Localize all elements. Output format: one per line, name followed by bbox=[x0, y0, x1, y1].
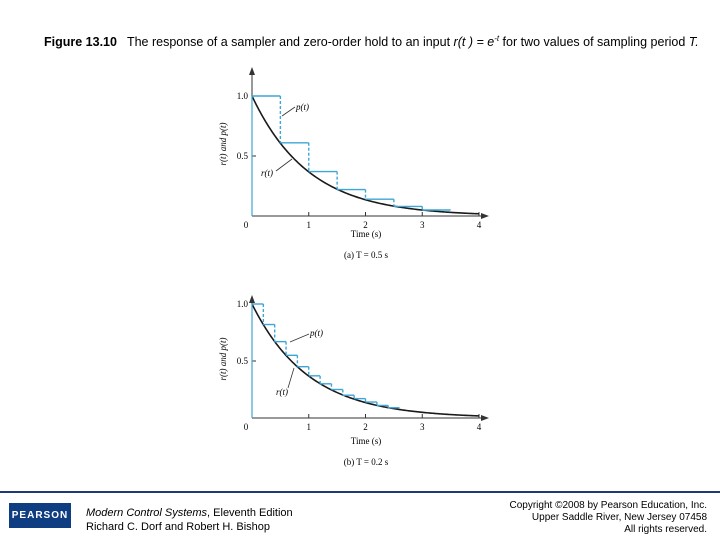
book-authors: Richard C. Dorf and Robert H. Bishop bbox=[86, 521, 271, 533]
pearson-logo: PEARSON bbox=[9, 503, 71, 528]
x-tick-label: 2 bbox=[363, 422, 368, 432]
x-tick-label: 0 bbox=[244, 220, 249, 230]
p-t-staircase bbox=[251, 95, 451, 216]
book-title: Modern Control Systems bbox=[86, 507, 208, 519]
caption-period: T. bbox=[688, 35, 699, 50]
r-t-pointer bbox=[275, 158, 293, 172]
panel-caption-b: (b) T = 0.2 s bbox=[344, 457, 389, 467]
copyright-line-1: Copyright ©2008 by Pearson Education, In… bbox=[509, 500, 708, 511]
x-tick-label: 1 bbox=[307, 422, 312, 432]
chart-panel-b: 0 1 2 3 4 0.5 1.0 p(t) r(t) Time (s) r(t) and… bbox=[218, 295, 489, 467]
r-t-pointer bbox=[287, 367, 295, 389]
y-tick-label: 0.5 bbox=[237, 356, 249, 366]
x-tick-label: 3 bbox=[420, 220, 425, 230]
x-tick-label: 0 bbox=[244, 422, 249, 432]
y-tick-label: 1.0 bbox=[237, 91, 249, 101]
x-tick-label: 4 bbox=[477, 422, 482, 432]
x-axis-arrow bbox=[481, 213, 489, 219]
copyright-line-3: All rights reserved. bbox=[624, 524, 707, 535]
r-t-label: r(t) bbox=[261, 168, 273, 178]
y-axis-label: r(t) and p(t) bbox=[218, 338, 228, 381]
copyright-line-2: Upper Saddle River, New Jersey 07458 bbox=[531, 512, 707, 523]
x-axis-label: Time (s) bbox=[351, 229, 381, 239]
copyright-notice: Copyright ©2008 by Pearson Education, In… bbox=[510, 500, 708, 536]
footer-divider bbox=[0, 491, 720, 493]
y-tick-label: 0.5 bbox=[237, 151, 249, 161]
p-t-pointer bbox=[281, 106, 296, 117]
caption-text-2: for two values of sampling period bbox=[499, 35, 689, 50]
p-t-label: p(t) bbox=[295, 102, 309, 112]
x-axis-label: Time (s) bbox=[351, 436, 381, 446]
y-tick-label: 1.0 bbox=[237, 299, 249, 309]
book-info: Modern Control Systems, Eleventh Edition… bbox=[86, 506, 293, 534]
x-tick-label: 3 bbox=[420, 422, 425, 432]
x-tick-label: 2 bbox=[363, 220, 368, 230]
caption-text: The response of a sampler and zero-order… bbox=[126, 35, 454, 50]
p-t-staircase bbox=[251, 303, 400, 418]
y-axis-arrow bbox=[249, 67, 255, 75]
x-axis-arrow bbox=[481, 415, 489, 421]
p-t-pointer bbox=[289, 333, 310, 343]
panel-caption-a: (a) T = 0.5 s bbox=[344, 250, 388, 260]
caption-exponent: -t bbox=[494, 34, 500, 43]
r-t-label: r(t) bbox=[276, 387, 288, 397]
figure-caption: Figure 13.10 The response of a sampler an… bbox=[44, 34, 699, 49]
y-axis-label: r(t) and p(t) bbox=[218, 123, 228, 166]
figure-label: Figure 13.10 bbox=[44, 35, 117, 50]
y-axis-arrow bbox=[249, 295, 255, 303]
x-tick-label: 1 bbox=[307, 220, 312, 230]
p-t-label: p(t) bbox=[309, 328, 323, 338]
book-edition: , Eleventh Edition bbox=[207, 507, 293, 519]
caption-input: r(t ) = e bbox=[453, 35, 495, 50]
x-tick-label: 4 bbox=[477, 220, 482, 230]
chart-panel-a: 0 1 2 3 4 0.5 1.0 p(t) r(t) Time (s) r(t) and… bbox=[218, 67, 489, 260]
